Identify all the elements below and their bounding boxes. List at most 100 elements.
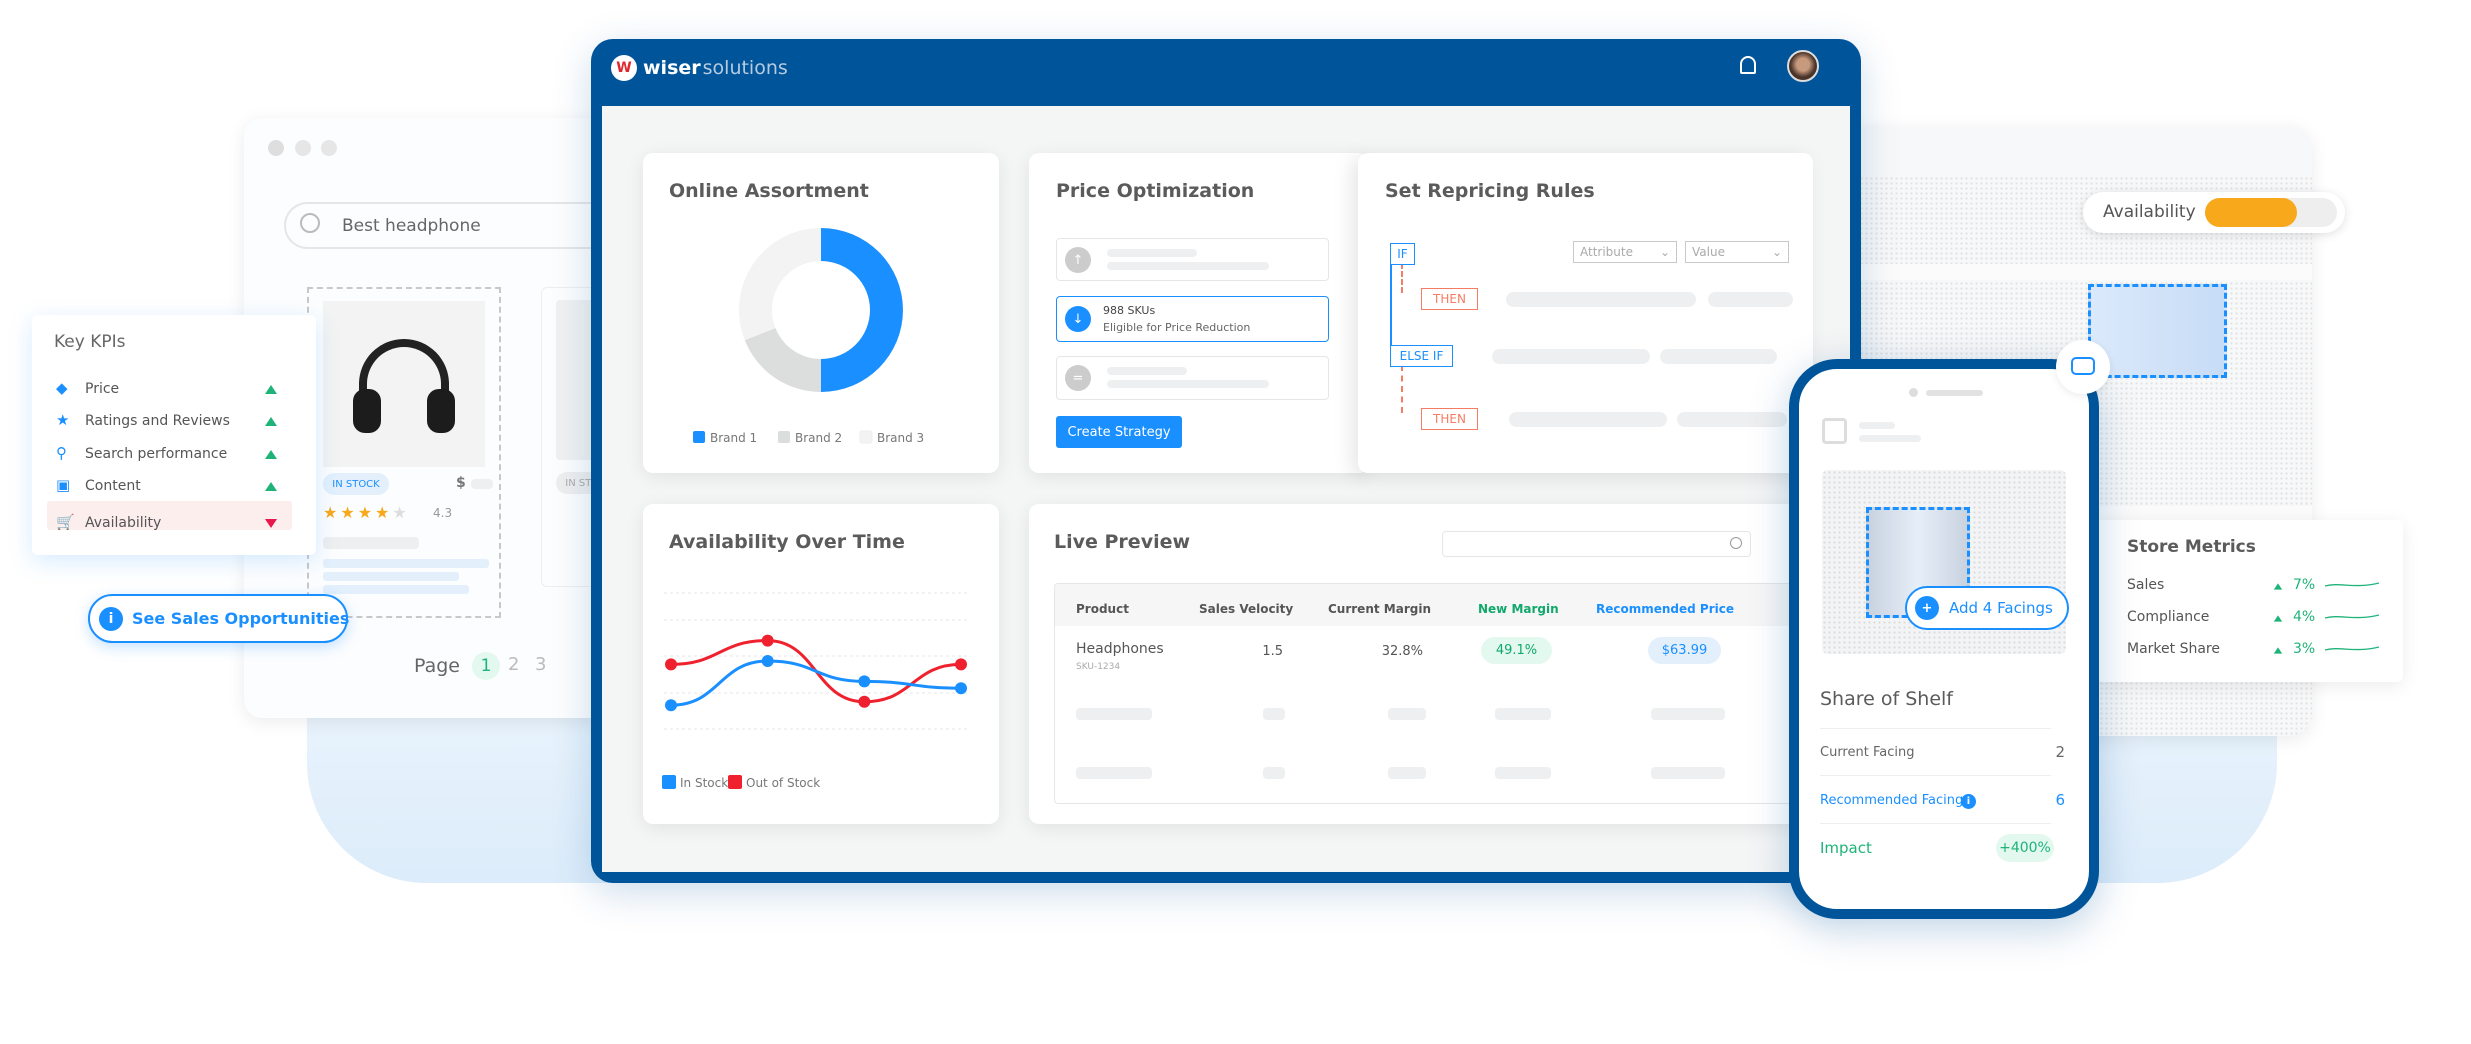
col-product: Product: [1076, 602, 1129, 616]
price-hold-option[interactable]: =: [1056, 356, 1329, 400]
chevron-down-icon: ⌄: [1659, 245, 1670, 259]
camera-add-icon: [2071, 357, 2095, 375]
store-metrics-title: Store Metrics: [2127, 537, 2256, 557]
trend-up-icon: [265, 482, 277, 491]
col-new-margin: New Margin: [1478, 602, 1559, 616]
add-facings-button[interactable]: + Add 4 Facings: [1905, 586, 2069, 630]
then-tag[interactable]: THEN: [1421, 288, 1478, 310]
page-3[interactable]: 3: [535, 654, 547, 675]
sales-velocity: 1.5: [1262, 644, 1283, 659]
plus-icon: +: [1915, 596, 1939, 620]
series-line: [670, 639, 962, 704]
data-point[interactable]: [858, 675, 871, 688]
price-reduction-option[interactable]: ↓ 988 SKUs Eligible for Price Reduction: [1056, 296, 1329, 342]
availability-label: Availability: [2103, 202, 2196, 222]
trend-down-icon: [265, 519, 277, 528]
legend-swatch: [778, 431, 790, 443]
see-sales-opportunities-button[interactable]: i See Sales Opportunities: [88, 594, 350, 643]
logo-text: wiser: [643, 57, 701, 79]
impact-value: +400%: [1996, 834, 2054, 862]
data-point[interactable]: [665, 699, 677, 712]
page-1[interactable]: 1: [472, 652, 500, 680]
user-avatar[interactable]: [1787, 50, 1819, 82]
price-increase-option[interactable]: ↑: [1056, 238, 1329, 281]
store-metrics-card: Store Metrics Sales 7% Compliance 4% Mar…: [2096, 520, 2403, 682]
legend-swatch: [728, 775, 742, 789]
cart-icon: 🛒: [56, 513, 75, 531]
assortment-title: Online Assortment: [669, 180, 869, 202]
metric-label: Sales: [2127, 577, 2165, 593]
window-dot: [321, 140, 337, 156]
donut-slice[interactable]: [821, 228, 903, 392]
mobile-phone: + Add 4 Facings Share of Shelf Current F…: [1789, 359, 2099, 919]
current-margin: 32.8%: [1381, 644, 1423, 659]
metric-value: 3%: [2293, 641, 2316, 657]
else-if-tag[interactable]: ELSE IF: [1390, 345, 1453, 367]
donut-slice[interactable]: [739, 228, 821, 341]
info-icon: i: [99, 607, 123, 631]
product-name: Headphones: [1076, 641, 1164, 657]
sparkline: [2325, 614, 2379, 619]
if-tag[interactable]: IF: [1390, 243, 1415, 265]
equals-icon: =: [1065, 365, 1091, 391]
key-kpis-card: Key KPIs ◆ Price ★ Ratings and Reviews ⚲…: [32, 315, 316, 555]
legend-label: Brand 2: [795, 431, 842, 445]
product-card[interactable]: IN STOCK $ ★★★★★ 4.3: [307, 287, 501, 618]
kpi-availability-highlight: [47, 501, 292, 530]
product-sku: SKU-1234: [1076, 662, 1121, 672]
trend-up-icon: [2273, 647, 2283, 654]
data-point[interactable]: [665, 658, 677, 671]
legend-swatch: [662, 775, 676, 789]
data-point[interactable]: [761, 634, 774, 647]
recommended-facing-label: Recommended Facing: [1820, 793, 1964, 808]
search-input[interactable]: Best headphone: [342, 216, 481, 236]
stock-badge: IN STOCK: [323, 473, 389, 495]
page-label: Page: [414, 655, 460, 677]
preview-table: Product Sales Velocity Current Margin Ne…: [1054, 583, 1795, 804]
availability-over-time-card: Availability Over Time In Stock Out of St…: [643, 504, 999, 824]
repricing-rules-card: Set Repricing Rules IF Attribute ⌄ Value ⌄…: [1358, 153, 1813, 473]
donut-slice[interactable]: [744, 328, 821, 392]
then-tag[interactable]: THEN: [1421, 408, 1478, 430]
headphone-icon: [359, 339, 449, 419]
current-facing-value: 2: [2055, 743, 2065, 761]
impact-label: Impact: [1820, 839, 1872, 857]
data-point[interactable]: [955, 682, 967, 695]
chevron-down-icon: ⌄: [1771, 245, 1782, 259]
data-point[interactable]: [858, 695, 871, 708]
kpis-title: Key KPIs: [54, 332, 126, 352]
new-margin: 49.1%: [1481, 637, 1552, 664]
metric-label: Compliance: [2127, 609, 2210, 625]
bell-icon[interactable]: [1740, 56, 1756, 74]
data-point[interactable]: [761, 655, 774, 667]
live-preview-search[interactable]: [1442, 531, 1751, 557]
kpi-label: Content: [85, 478, 141, 494]
current-facing-label: Current Facing: [1820, 745, 1915, 760]
sparkline: [2325, 646, 2379, 651]
rating-value: 4.3: [433, 506, 453, 520]
value-dropdown[interactable]: Value ⌄: [1685, 241, 1789, 263]
search-icon: [1730, 537, 1742, 549]
page-2[interactable]: 2: [508, 654, 520, 675]
create-strategy-button[interactable]: Create Strategy: [1056, 416, 1182, 448]
online-assortment-card: Online Assortment Brand 1 Brand 2 Brand 3: [643, 153, 999, 473]
search-bar[interactable]: Best headphone: [284, 202, 664, 249]
col-current-margin: Current Margin: [1328, 602, 1431, 616]
tag-icon: ◆: [56, 379, 68, 397]
sales-button-label: See Sales Opportunities: [132, 609, 350, 628]
legend-swatch: [859, 430, 873, 444]
data-point[interactable]: [955, 658, 967, 671]
availability-fill: [2205, 198, 2298, 227]
info-icon[interactable]: i: [1961, 794, 1976, 809]
metric-label: Market Share: [2127, 641, 2220, 657]
metric-value: 4%: [2293, 609, 2316, 625]
headphones-image: [323, 301, 485, 467]
col-recommended-price: Recommended Price: [1596, 602, 1734, 616]
camera-button[interactable]: [2056, 340, 2110, 394]
kpi-label: Ratings and Reviews: [85, 413, 230, 429]
detected-products-selection: [2088, 284, 2227, 378]
attribute-dropdown[interactable]: Attribute ⌄: [1573, 241, 1677, 263]
donut-chart: Brand 1 Brand 2 Brand 3: [693, 228, 924, 445]
availability-chart-title: Availability Over Time: [669, 531, 905, 553]
legend-label: Brand 3: [877, 431, 924, 445]
